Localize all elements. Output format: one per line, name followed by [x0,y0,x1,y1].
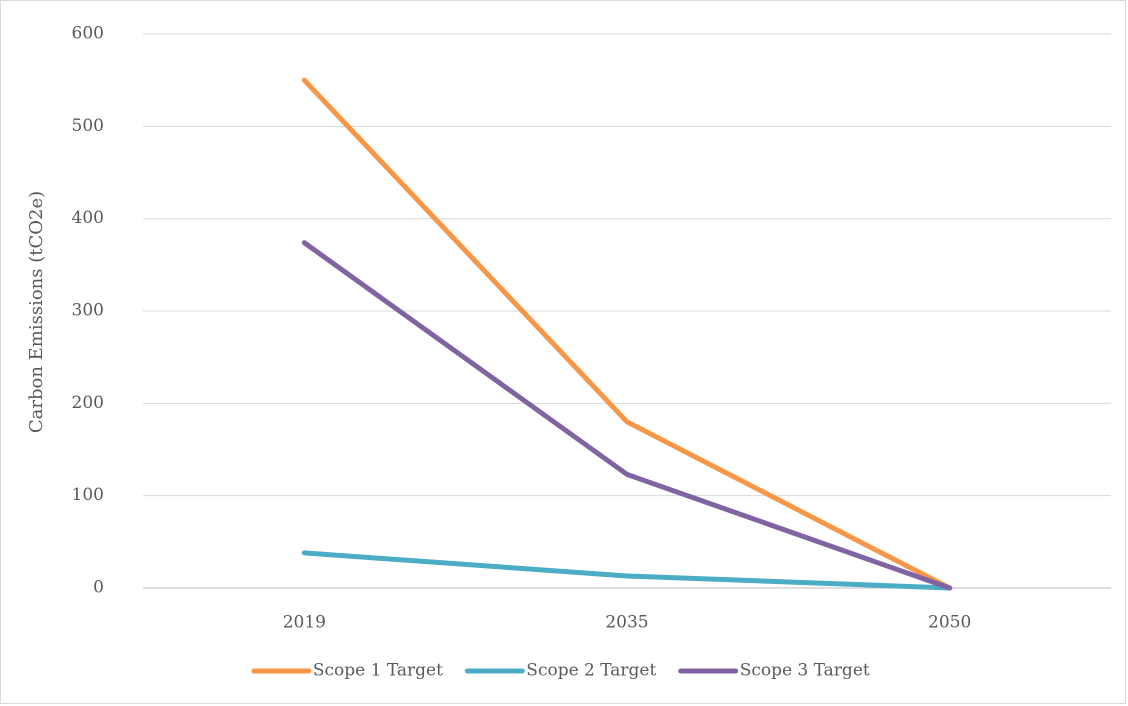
y-tick-label: 600 [72,24,104,44]
legend-label: Scope 1 Target [313,661,443,681]
series-line [301,77,953,591]
series-line [301,550,953,591]
y-tick-label: 200 [72,393,104,413]
y-tick-label: 400 [72,208,104,228]
legend: Scope 1 Target Scope 2 Target Scope 3 Targ… [251,661,870,681]
x-tick-label: 2019 [283,613,326,633]
y-tick-label: 100 [72,485,104,505]
y-axis-ticks: 0 100 200 300 400 500 600 [72,24,104,598]
series-line [301,240,953,591]
legend-label: Scope 3 Target [740,661,870,681]
y-tick-label: 0 [93,578,104,598]
series-lines [301,77,953,591]
x-tick-label: 2050 [928,613,971,633]
legend-label: Scope 2 Target [526,661,656,681]
x-axis-ticks: 2019 2035 2050 [283,613,972,633]
gridlines [143,33,1111,589]
y-tick-label: 300 [72,301,104,321]
y-tick-label: 500 [72,116,104,136]
x-tick-label: 2035 [605,613,648,633]
y-axis-title: Carbon Emissions (tCO2e) [26,191,47,433]
